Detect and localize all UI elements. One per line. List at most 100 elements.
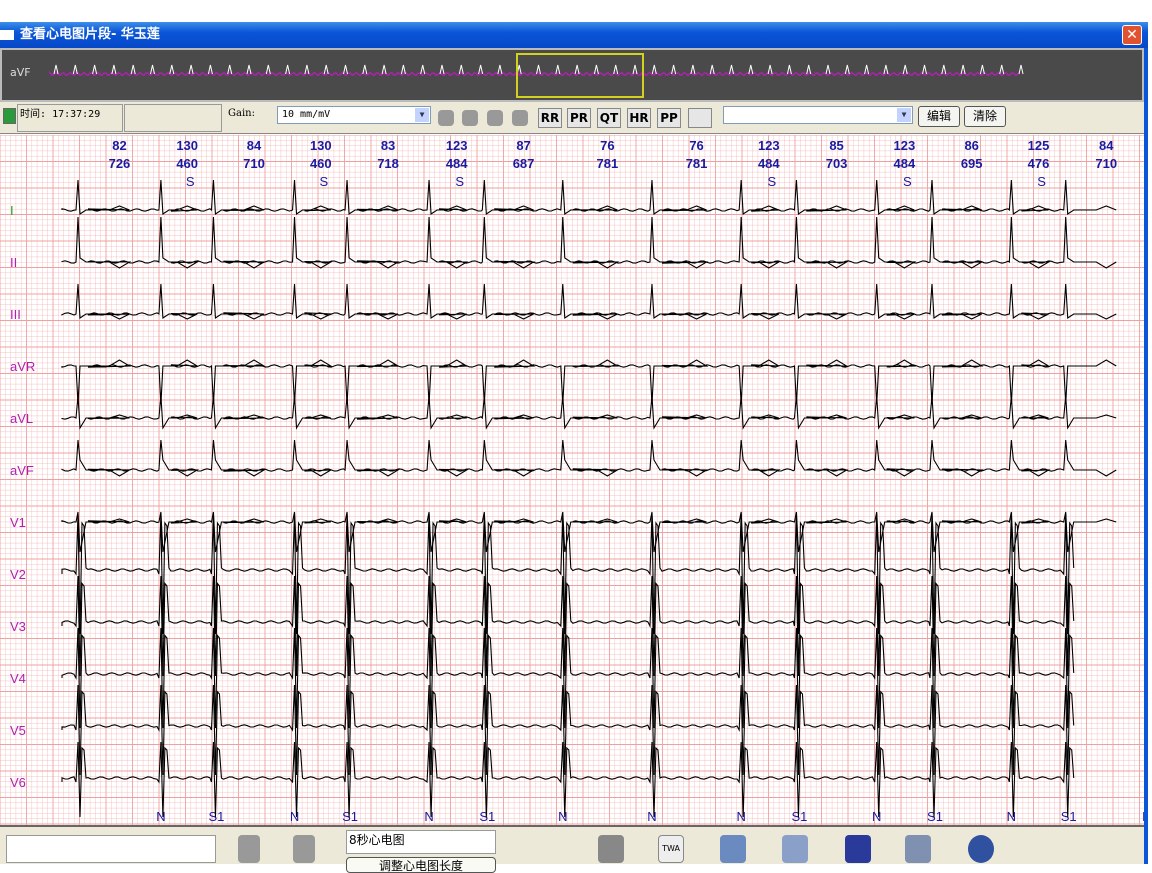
overview-beat — [362, 64, 368, 75]
rr-interval-label: 781 — [597, 156, 619, 171]
overview-beat — [111, 64, 117, 75]
ecg-trace-I — [61, 179, 1117, 215]
overview-beat — [922, 64, 927, 75]
toolbar: 时间: 17:37:29 Gain: 10 mm/mV ▼ RR PR QT HR… — [0, 102, 1144, 134]
overview-beat — [767, 64, 773, 75]
ecg-chart[interactable]: 82 726 130 460 S 84 710 130 460 S 83 718 123 484 S 87 68… — [0, 135, 1144, 825]
lead-label-V3: V3 — [10, 619, 26, 634]
overview-beat — [478, 64, 484, 75]
beat-type-tag: S — [1037, 174, 1046, 189]
overview-beat — [729, 64, 734, 75]
clear-button[interactable]: 清除 — [964, 106, 1006, 127]
gain-select[interactable]: 10 mm/mV ▼ — [277, 106, 431, 124]
beat-type-tag: S — [767, 174, 776, 189]
tool-icon-2[interactable] — [462, 110, 478, 126]
close-button[interactable]: ✕ — [1122, 25, 1142, 45]
beat-type-tag: S — [186, 174, 195, 189]
lead-label-II: II — [10, 255, 17, 270]
time-label: 时间: — [20, 109, 47, 120]
gain-label: Gain: — [228, 108, 255, 119]
time-value: 17:37:29 — [52, 109, 101, 120]
lead-label-V4: V4 — [10, 671, 26, 686]
heart-rate-label: 123 — [446, 138, 468, 153]
pp-button[interactable]: PP — [657, 108, 681, 128]
overview-beat — [786, 64, 792, 75]
twa-icon[interactable]: TWA — [658, 835, 684, 863]
pr-button[interactable]: PR — [567, 108, 591, 128]
overview-beat — [400, 64, 406, 75]
heart-rate-label: 86 — [964, 138, 978, 153]
overview-noise — [49, 70, 1021, 77]
ecg-trace-V5 — [61, 684, 1075, 776]
overview-selection-box[interactable] — [516, 53, 644, 98]
ecg-trace-aVF — [61, 439, 1117, 477]
refresh-icon[interactable] — [3, 108, 16, 124]
lead-label-V2: V2 — [10, 567, 26, 582]
edit-button[interactable]: 编辑 — [918, 106, 960, 127]
rr-interval-label: 726 — [109, 156, 131, 171]
lead-label-aVF: aVF — [10, 463, 34, 478]
rr-button[interactable]: RR — [538, 108, 562, 128]
overview-beat — [53, 64, 59, 75]
overview-beat — [651, 64, 657, 75]
tool-icon-3[interactable] — [487, 110, 503, 126]
overview-trace — [49, 64, 1024, 77]
heart-rate-label: 87 — [516, 138, 530, 153]
doc-icon[interactable] — [598, 835, 624, 863]
gain-value: 10 mm/mV — [282, 109, 331, 120]
heart-rate-label: 85 — [829, 138, 843, 153]
qt-button[interactable]: QT — [597, 108, 621, 128]
tool-icon-1[interactable] — [438, 110, 454, 126]
trash-icon[interactable] — [293, 835, 315, 863]
annotation-select[interactable]: ▼ — [723, 106, 913, 124]
heart-rate-label: 83 — [381, 138, 395, 153]
beat-type-tag: S — [455, 174, 464, 189]
print-icon[interactable] — [782, 835, 808, 863]
segment-label: 8秒心电图 — [346, 830, 496, 854]
title-bar: 查看心电图片段- 华玉莲 ✕ — [0, 22, 1148, 48]
beat-annotation: N — [558, 809, 567, 824]
overview-beat — [960, 64, 966, 75]
check-icon[interactable] — [238, 835, 260, 863]
heart-rate-label: 130 — [310, 138, 332, 153]
overview-strip[interactable]: aVF — [0, 48, 1144, 102]
note-input[interactable] — [6, 835, 216, 863]
overview-beat — [825, 64, 831, 75]
lead-label-V5: V5 — [10, 723, 26, 738]
ecg-trace-aVL — [61, 395, 1117, 430]
image-icon[interactable] — [720, 835, 746, 863]
tool-icon-4[interactable] — [512, 110, 528, 126]
overview-beat — [941, 64, 947, 75]
beat-annotation: N — [1142, 809, 1144, 824]
rr-interval-label: 718 — [377, 156, 399, 171]
info-box — [124, 104, 222, 132]
ecg-trace-V2 — [61, 513, 1075, 635]
window-title: 查看心电图片段- 华玉莲 — [20, 27, 160, 42]
overview-beat — [439, 64, 445, 75]
overview-beat — [671, 64, 677, 75]
overview-beat — [1018, 64, 1024, 75]
overview-beat — [902, 64, 908, 75]
overview-beat — [207, 64, 213, 75]
overview-beat — [574, 64, 580, 75]
overview-beat — [227, 64, 233, 75]
beat-annotation: S1 — [479, 809, 495, 824]
save-icon[interactable] — [845, 835, 871, 863]
overview-beat — [246, 64, 252, 75]
overview-beat — [169, 64, 175, 75]
ecg-grid — [0, 135, 1144, 825]
lead-label-aVL: aVL — [10, 411, 33, 426]
overview-beat — [999, 64, 1005, 75]
overview-beat — [130, 64, 136, 75]
hr-button[interactable]: HR — [627, 108, 651, 128]
overview-beat — [265, 64, 271, 75]
blank-button[interactable] — [688, 108, 712, 128]
info-icon[interactable] — [968, 835, 994, 863]
export-icon[interactable] — [905, 835, 931, 863]
window-frame — [1144, 48, 1148, 864]
overview-beat — [979, 64, 985, 75]
beat-annotation: S1 — [1061, 809, 1077, 824]
overview-beat — [92, 64, 98, 75]
overview-beat — [593, 64, 599, 75]
length-button[interactable]: 调整心电图长度 — [346, 857, 496, 873]
